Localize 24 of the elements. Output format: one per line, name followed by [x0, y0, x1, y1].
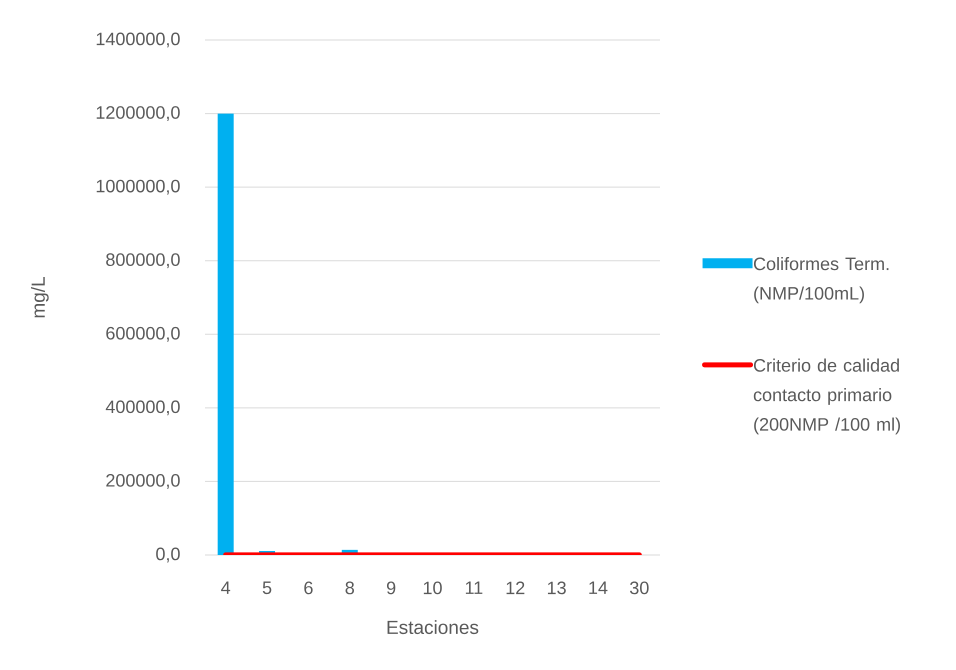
- y-tick-label: 800000,0: [106, 253, 180, 268]
- x-tick-label: 14: [589, 582, 608, 594]
- x-tick-label: 12: [506, 582, 524, 594]
- x-tick-label: 30: [630, 582, 649, 594]
- x-tick-label: 5: [262, 582, 272, 594]
- y-tick-label: 600000,0: [106, 326, 180, 342]
- y-axis-title: mg/L: [30, 277, 49, 318]
- bar: [218, 114, 234, 555]
- y-tick-label: 1200000,0: [96, 106, 180, 122]
- y-tick-label: 200000,0: [106, 474, 180, 489]
- y-tick-label: 1400000,0: [96, 32, 180, 48]
- x-axis-title: Estaciones: [388, 620, 478, 634]
- legend-label: Coliformes Term. (NMP/100mL): [754, 257, 888, 304]
- y-tick-label: 400000,0: [106, 400, 180, 416]
- x-tick-label: 4: [221, 582, 230, 594]
- x-tick-label: 10: [424, 582, 442, 594]
- x-tick-label: 6: [304, 582, 313, 594]
- x-tick-label: 13: [548, 582, 566, 594]
- y-tick-label: 0,0: [156, 548, 180, 562]
- x-tick-label: 8: [346, 582, 354, 594]
- legend-label: Criterio de calidad contacto primario (200NMP /100 ml): [754, 358, 900, 434]
- x-tick-label: 11: [466, 582, 482, 594]
- y-tick-label: 1000000,0: [96, 180, 180, 195]
- x-tick-label: 9: [386, 582, 396, 594]
